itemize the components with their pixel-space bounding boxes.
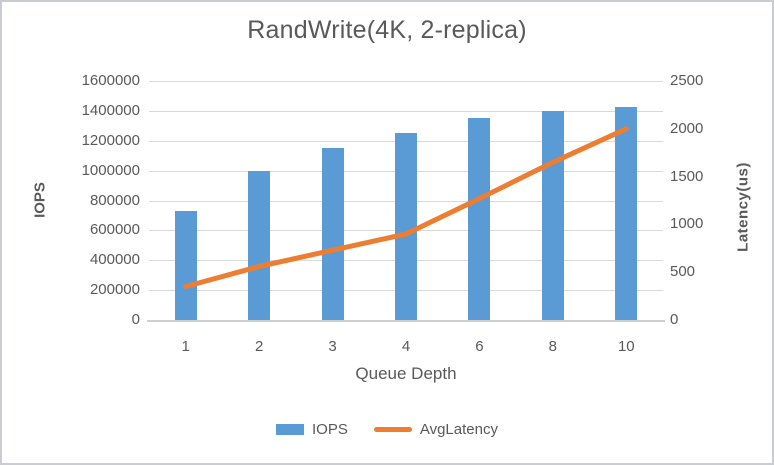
right-tick-label: 2000 xyxy=(670,119,704,137)
iops-bar xyxy=(248,170,271,320)
avglatency-line-series xyxy=(183,126,629,289)
left-tick-label: 800000 xyxy=(89,191,140,209)
left-tick-label: 1600000 xyxy=(81,72,140,89)
right-tick-label: 1000 xyxy=(670,215,704,233)
iops-bar xyxy=(174,210,197,320)
x-tick-label: 10 xyxy=(617,338,635,355)
x-tick-label: 8 xyxy=(548,338,558,355)
legend: IOPS AvgLatency xyxy=(2,421,772,438)
gridline xyxy=(149,110,663,112)
gridline xyxy=(149,81,663,82)
left-tick-label: 200000 xyxy=(89,281,140,299)
avglatency-line xyxy=(183,126,629,289)
plot-area xyxy=(149,81,663,320)
right-tick-label: 0 xyxy=(670,311,679,328)
x-tick-label: 1 xyxy=(181,338,190,355)
right-tick-label: 2500 xyxy=(670,72,704,89)
iops-bar xyxy=(395,133,417,320)
x-tick-label: 2 xyxy=(254,338,264,355)
x-tick-label: 4 xyxy=(401,338,411,355)
iops-bar-swatch-icon xyxy=(276,424,304,435)
left-tick-label: 600000 xyxy=(89,221,140,239)
iops-bar xyxy=(615,107,638,320)
x-tick-label: 3 xyxy=(328,338,337,355)
x-axis-title: Queue Depth xyxy=(355,364,457,383)
legend-item-avglatency: AvgLatency xyxy=(373,421,498,438)
left-tick-label: 1200000 xyxy=(81,131,140,149)
left-tick-label: 1400000 xyxy=(81,101,140,119)
legend-item-iops: IOPS xyxy=(276,421,348,438)
right-tick-label: 1500 xyxy=(670,167,704,185)
left-tick-label: 400000 xyxy=(89,251,140,269)
x-axis-line xyxy=(147,320,665,322)
left-tick-label: 1000000 xyxy=(81,161,140,179)
x-tick-label: 6 xyxy=(475,338,484,355)
legend-label-avglatency: AvgLatency xyxy=(419,421,498,438)
iops-bar xyxy=(321,148,344,320)
right-tick-label: 500 xyxy=(670,263,696,281)
legend-label-iops: IOPS xyxy=(312,421,348,438)
avglatency-line-swatch-icon xyxy=(373,427,412,432)
left-tick-label: 0 xyxy=(131,311,140,328)
iops-bar xyxy=(468,118,491,320)
chart-title: RandWrite(4K, 2-replica) xyxy=(247,16,527,44)
